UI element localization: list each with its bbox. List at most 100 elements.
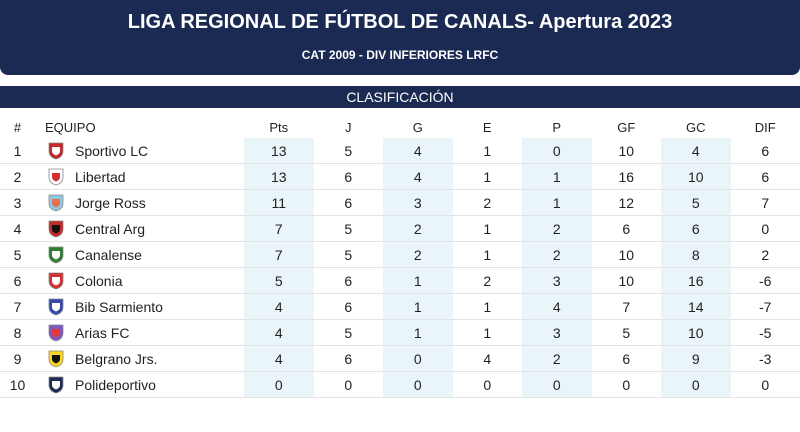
stat-cell: 10 xyxy=(661,164,731,189)
stat-cell: 1 xyxy=(483,325,492,341)
stat-cell: 6 xyxy=(344,299,353,315)
stat-cell: 5 xyxy=(344,221,353,237)
team-logo xyxy=(48,220,64,237)
team-name: Colonia xyxy=(75,272,123,289)
stat-cell: 9 xyxy=(661,346,731,371)
team-name: Bib Sarmiento xyxy=(75,298,163,315)
stat-cell: 1 xyxy=(522,164,592,189)
stat-cell: 2 xyxy=(383,242,453,267)
stat-cell: 5 xyxy=(344,325,353,341)
stat-cell: -7 xyxy=(759,299,772,315)
stat-cell: 6 xyxy=(344,169,353,185)
stat-cell: 10 xyxy=(618,273,635,289)
column-header: G xyxy=(412,120,423,135)
stat-cell: 2 xyxy=(522,242,592,267)
team-name: Sportivo LC xyxy=(75,142,149,159)
stat-cell: 0 xyxy=(761,221,770,237)
table-row: 8 Arias FC 4 5 1 1 3 5 10 -5 xyxy=(0,320,800,346)
column-header: P xyxy=(552,120,562,135)
stat-cell: 1 xyxy=(483,221,492,237)
stat-cell: 2 xyxy=(383,216,453,241)
position: 4 xyxy=(13,221,22,237)
column-header: Pts xyxy=(269,120,289,135)
stat-cell: 3 xyxy=(383,190,453,215)
stat-cell: 2 xyxy=(522,346,592,371)
team-logo xyxy=(48,194,64,211)
team-name: Polideportivo xyxy=(75,376,156,393)
team-logo xyxy=(48,168,64,185)
position: 1 xyxy=(13,143,22,159)
stat-cell: 0 xyxy=(622,377,631,393)
position: 8 xyxy=(13,325,22,341)
position: 10 xyxy=(9,377,26,393)
team-name: Jorge Ross xyxy=(75,194,146,211)
stat-cell: 5 xyxy=(661,190,731,215)
stat-cell: 1 xyxy=(383,320,453,345)
stat-cell: 4 xyxy=(383,138,453,163)
column-header: GC xyxy=(686,120,706,135)
table-row: 6 Colonia 5 6 1 2 3 10 16 -6 xyxy=(0,268,800,294)
stat-cell: 4 xyxy=(661,138,731,163)
stat-cell: 16 xyxy=(618,169,635,185)
stat-cell: 5 xyxy=(344,247,353,263)
stat-cell: 1 xyxy=(483,299,492,315)
header: LIGA REGIONAL DE FÚTBOL DE CANALS- Apert… xyxy=(0,0,800,75)
stat-cell: 1 xyxy=(522,190,592,215)
team-logo xyxy=(48,142,64,159)
team-name: Central Arg xyxy=(75,220,146,237)
team-cell: Sportivo LC xyxy=(35,138,244,163)
table-row: 7 Bib Sarmiento 4 6 1 1 4 7 14 -7 xyxy=(0,294,800,320)
team-cell: Bib Sarmiento xyxy=(35,294,244,319)
stat-cell: 7 xyxy=(761,195,770,211)
stat-cell: 5 xyxy=(622,325,631,341)
table-row: 2 Libertad 13 6 4 1 1 16 10 6 xyxy=(0,164,800,190)
column-header: GF xyxy=(617,120,636,135)
stat-cell: 1 xyxy=(483,169,492,185)
stat-cell: 2 xyxy=(483,195,492,211)
position: 7 xyxy=(13,299,22,315)
position: 5 xyxy=(13,247,22,263)
stat-cell: 1 xyxy=(383,294,453,319)
position: 3 xyxy=(13,195,22,211)
team-cell: Belgrano Jrs. xyxy=(35,346,244,371)
stat-cell: 0 xyxy=(244,372,314,397)
stat-cell: 8 xyxy=(661,242,731,267)
stat-cell: 3 xyxy=(522,268,592,293)
team-cell: Libertad xyxy=(35,164,244,189)
stat-cell: 1 xyxy=(483,247,492,263)
stat-cell: 13 xyxy=(244,164,314,189)
stat-cell: 0 xyxy=(383,346,453,371)
team-cell: Canalense xyxy=(35,242,244,267)
stat-cell: 4 xyxy=(244,294,314,319)
table-row: 9 Belgrano Jrs. 4 6 0 4 2 6 9 -3 xyxy=(0,346,800,372)
standings-table: # EQUIPO Pts J G E P GF GC DIF 1 Sportivo LC 13 5 4 1 0 1… xyxy=(0,117,800,398)
stat-cell: 10 xyxy=(618,247,635,263)
table-row: 5 Canalense 7 5 2 1 2 10 8 2 xyxy=(0,242,800,268)
table-row: 3 Jorge Ross 11 6 3 2 1 12 5 7 xyxy=(0,190,800,216)
stat-cell: 12 xyxy=(618,195,635,211)
stat-cell: 13 xyxy=(244,138,314,163)
team-logo xyxy=(48,324,64,341)
team-logo xyxy=(48,376,64,393)
section-title: CLASIFICACIÓN xyxy=(0,86,800,108)
team-logo xyxy=(48,350,64,367)
stat-cell: 6 xyxy=(761,169,770,185)
column-header: # xyxy=(13,120,22,135)
header-row: # EQUIPO Pts J G E P GF GC DIF xyxy=(0,117,800,138)
column-header: E xyxy=(482,120,492,135)
column-header: DIF xyxy=(754,120,776,135)
stat-cell: 6 xyxy=(344,351,353,367)
table-row: 1 Sportivo LC 13 5 4 1 0 10 4 6 xyxy=(0,138,800,164)
stat-cell: 5 xyxy=(344,143,353,159)
stat-cell: 0 xyxy=(661,372,731,397)
stat-cell: 11 xyxy=(244,190,314,215)
stat-cell: 6 xyxy=(344,273,353,289)
team-logo xyxy=(48,272,64,289)
stat-cell: 0 xyxy=(522,372,592,397)
stat-cell: 0 xyxy=(383,372,453,397)
stat-cell: 0 xyxy=(522,138,592,163)
team-cell: Colonia xyxy=(35,268,244,293)
stat-cell: -3 xyxy=(759,351,772,367)
stat-cell: 4 xyxy=(383,164,453,189)
team-name: Libertad xyxy=(75,168,126,185)
